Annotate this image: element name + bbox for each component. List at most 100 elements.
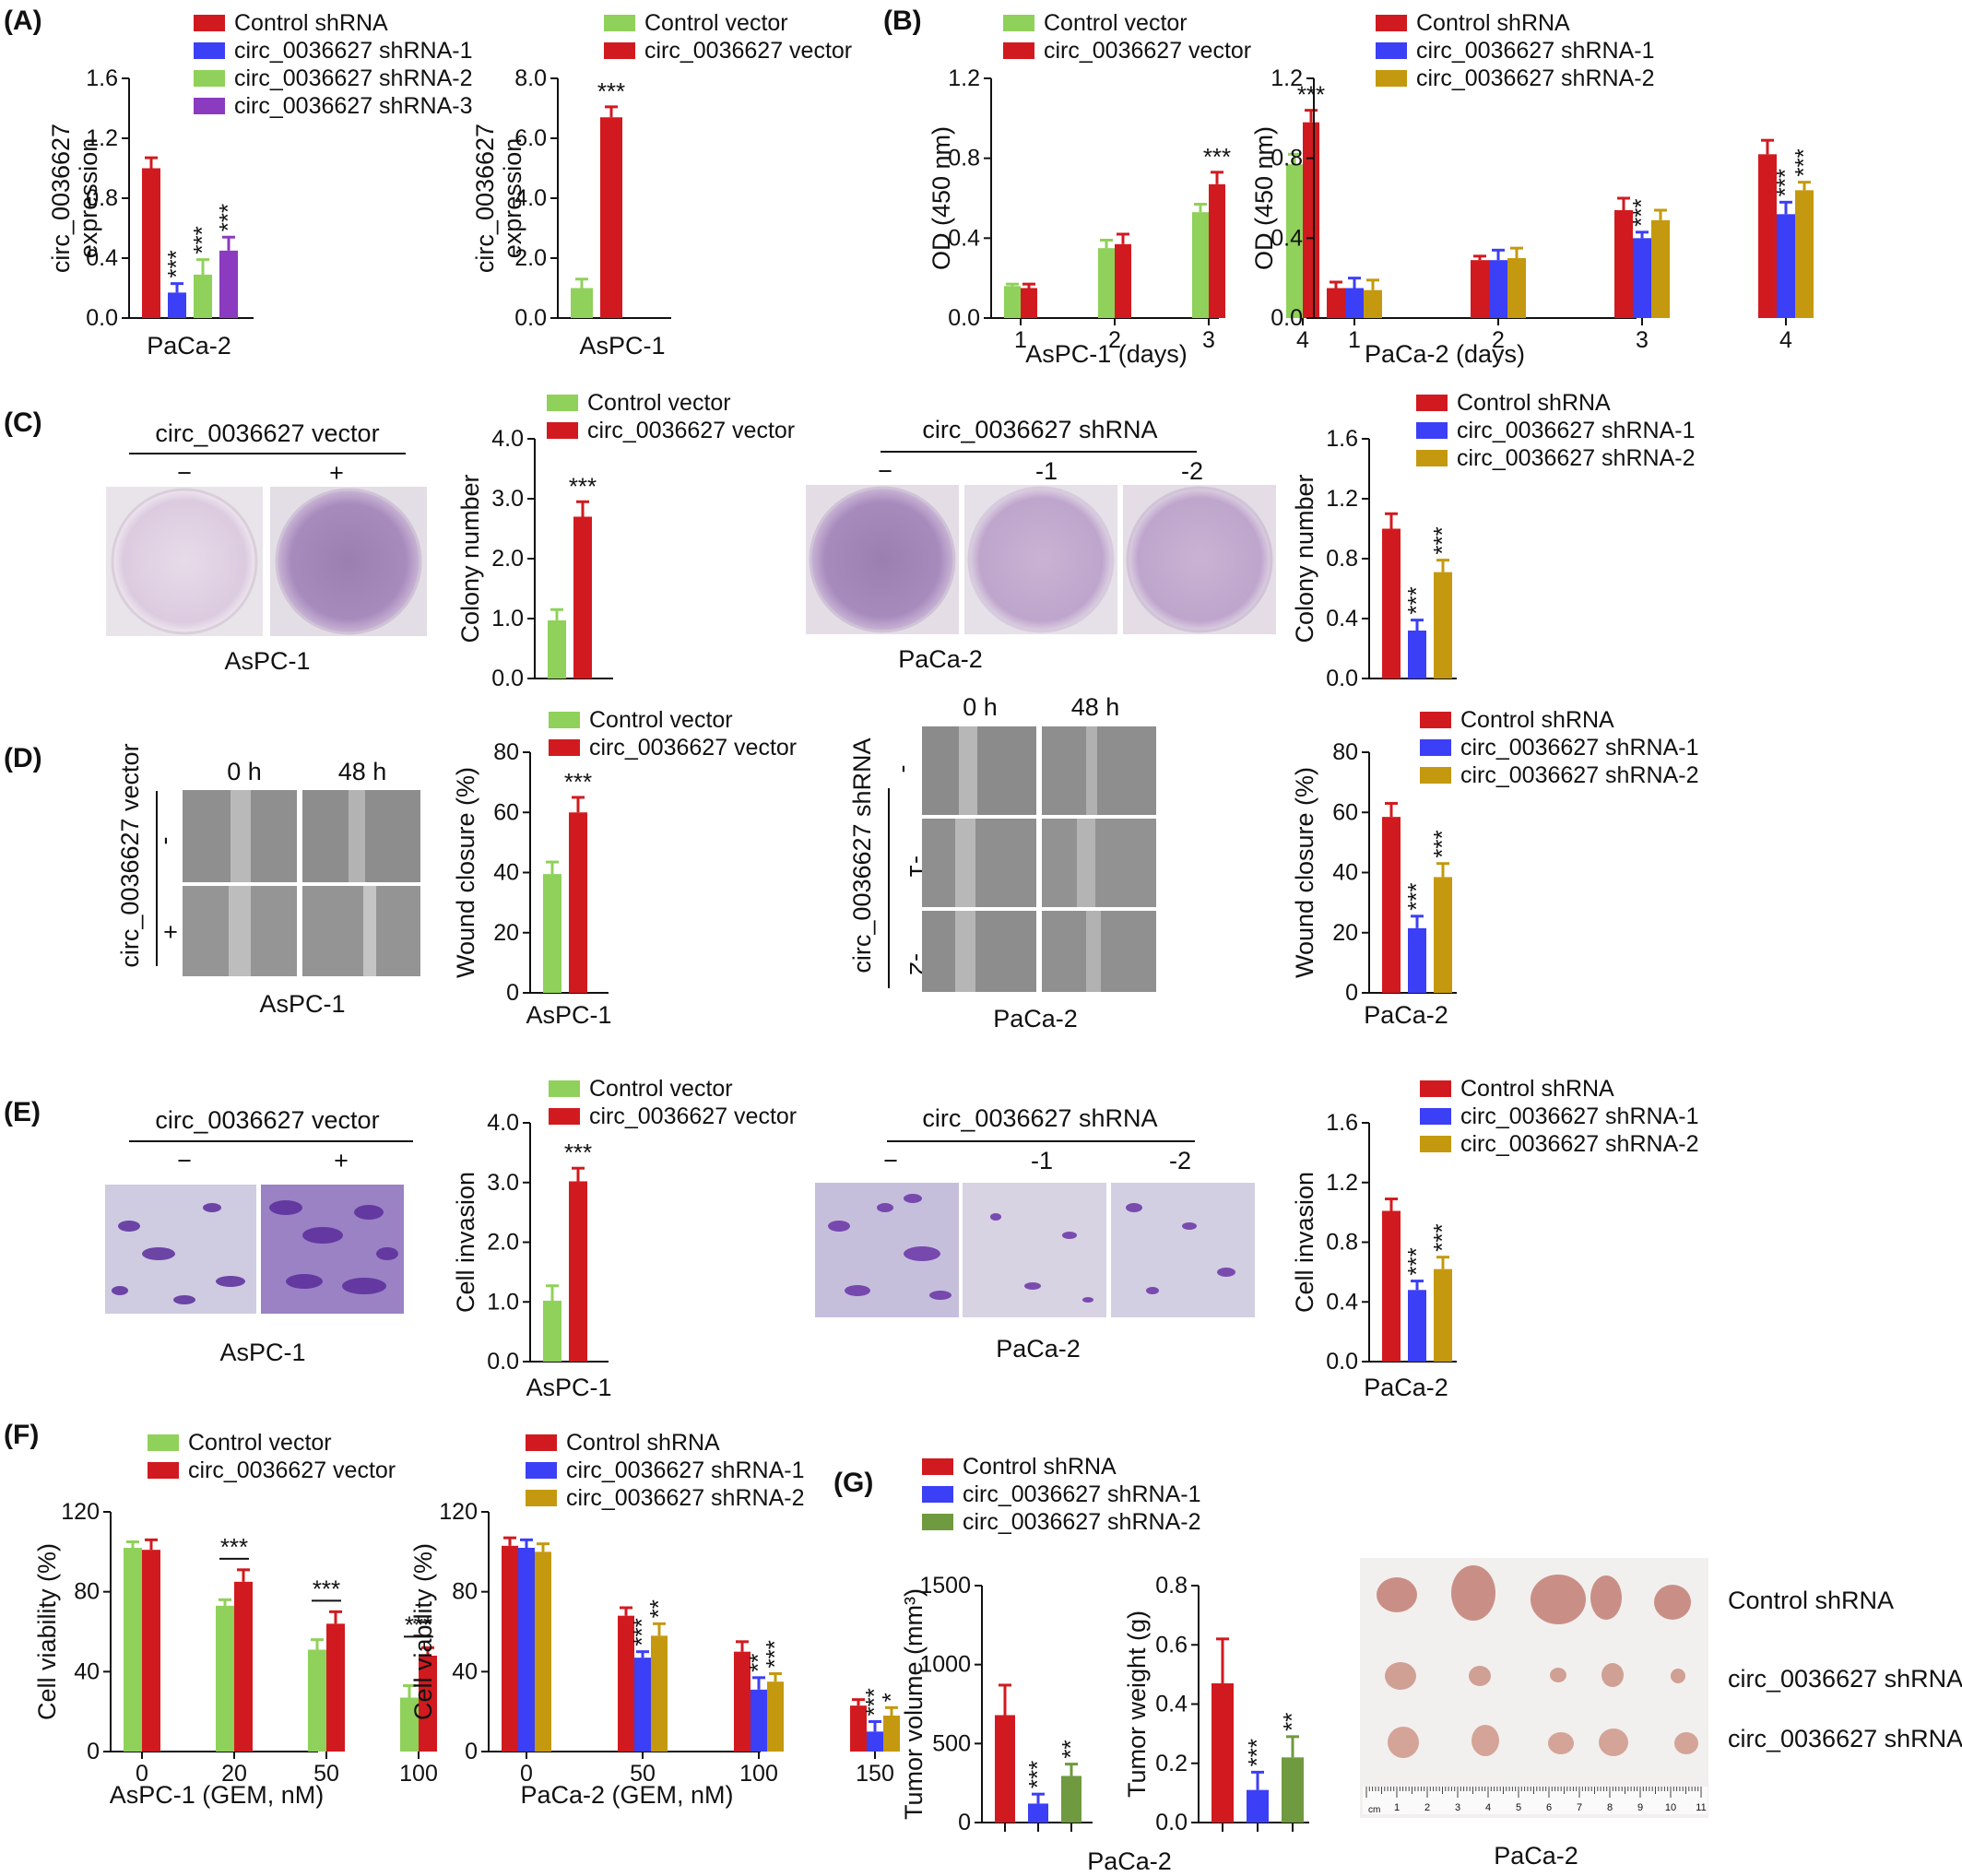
g2-bar [1282, 1757, 1304, 1823]
d2-ytick-label: 0 [1345, 980, 1358, 1006]
chart-a2: 0.0 2.0 4.0 6.0 8.0 circ_0036627 expression ***… [471, 10, 852, 360]
b1-xlabel: AsPC-1 (days) [1025, 340, 1188, 368]
f2-bar [883, 1716, 900, 1752]
colony-paca2-sign-1: -1 [1035, 457, 1058, 485]
g2-ylabel: Tumor weight (g) [1123, 1611, 1151, 1798]
c2-ytick-label: 0.8 [1326, 546, 1358, 572]
f2-ytick-label: 80 [452, 1579, 478, 1605]
invasion-paca2-sh1-field [963, 1183, 1106, 1317]
invasion-shrna-header: circ_0036627 shRNA [922, 1104, 1157, 1132]
b2-legend-label: Control shRNA [1416, 10, 1570, 36]
e1-ytick-label: 4.0 [487, 1110, 519, 1136]
g1-ylabel: Tumor volume (mm³) [900, 1588, 928, 1820]
ruler-number: 9 [1637, 1802, 1643, 1813]
g1-legend-swatch [922, 1486, 953, 1503]
e2-legend-swatch [1420, 1108, 1451, 1125]
b2-legend-swatch [1376, 42, 1407, 59]
b2-bar [1345, 288, 1364, 318]
b2-ytick-label: 0.8 [1271, 146, 1303, 171]
f2-xtick-label: 100 [739, 1761, 778, 1787]
invasion-aspc1-control-field [105, 1185, 256, 1314]
c1-legend-label: Control vector [587, 390, 731, 416]
d1-ytick-label: 80 [493, 739, 519, 765]
d1-bar [569, 812, 587, 993]
g1-legend-swatch [922, 1458, 953, 1475]
wound-paca2-control-48h-gap [1086, 726, 1097, 815]
a1-legend-swatch [194, 70, 225, 87]
a1-legend-label: circ_0036627 shRNA-3 [234, 93, 472, 119]
e1-ytick-label: 3.0 [487, 1170, 519, 1196]
d2-ytick-label: 60 [1332, 799, 1358, 825]
a2-legend-label: Control vector [644, 10, 788, 36]
f2-bar [518, 1548, 535, 1752]
wound-aspc1-time-0h: 0 h [227, 758, 262, 785]
e2-bar [1434, 1268, 1452, 1362]
wound-aspc1-caption: AsPC-1 [259, 990, 345, 1018]
f2-significance: ** [644, 1599, 672, 1618]
b1-legend-label: circ_0036627 vector [1044, 38, 1251, 64]
invasion-paca2-cells [828, 1194, 1235, 1303]
f1-xtick-label: 0 [136, 1761, 148, 1787]
chart-e2: 0.0 0.4 0.8 1.2 1.6 Cell invasion ****** PaCa-2… [1291, 1076, 1698, 1401]
f2-significance: * [877, 1693, 904, 1702]
tumor-label-control: Control shRNA [1728, 1587, 1894, 1614]
e1-bar [569, 1181, 587, 1362]
b1-xtick-label: 3 [1202, 327, 1215, 353]
b1-significance: *** [1203, 143, 1231, 171]
f2-ytick-label: 0 [465, 1739, 478, 1764]
d2-ylabel: Wound closure (%) [1291, 767, 1318, 978]
c1-legend-label: circ_0036627 vector [587, 418, 795, 443]
c1-bar [548, 619, 566, 678]
invasion-vector-header: circ_0036627 vector [155, 1106, 379, 1134]
c2-legend-swatch [1416, 422, 1448, 439]
d2-legend-swatch [1420, 712, 1451, 728]
colony-paca2-caption: PaCa-2 [898, 645, 983, 673]
b1-bar [1098, 248, 1115, 318]
wound-aspc1-control-0h-gap [230, 790, 251, 882]
a2-ytick-label: 4.0 [514, 185, 547, 211]
wound-paca2-time-0h: 0 h [963, 693, 998, 721]
d2-legend-swatch [1420, 739, 1451, 756]
b1-xtick-label: 2 [1108, 327, 1121, 353]
b2-legend-swatch [1376, 70, 1407, 87]
d2-legend-label: Control shRNA [1460, 707, 1614, 733]
g2-bar [1247, 1789, 1269, 1823]
wound-paca2-control-0h-gap [959, 726, 977, 815]
panel-label-e: (E) [4, 1097, 41, 1127]
b1-legend-swatch [1003, 15, 1034, 31]
a2-xlabel: AsPC-1 [579, 332, 665, 360]
g2-ytick-label: 0.2 [1155, 1751, 1188, 1776]
f1-bracket-significance: *** [313, 1575, 340, 1602]
panel-label-b: (B) [883, 6, 922, 36]
d2-significance: *** [1402, 882, 1430, 910]
b1-bar [1192, 212, 1209, 318]
d1-xlabel: AsPC-1 [526, 1001, 611, 1029]
c2-significance: *** [1428, 526, 1456, 554]
b2-legend-label: circ_0036627 shRNA-2 [1416, 65, 1654, 91]
wound-paca2-caption: PaCa-2 [993, 1005, 1078, 1032]
f1-bar [419, 1656, 437, 1752]
f1-ylabel: Cell viability (%) [33, 1543, 61, 1720]
f2-xtick-label: 50 [630, 1761, 656, 1787]
invasion-paca2-sign-1: -1 [1031, 1147, 1053, 1174]
panel-label-f: (F) [4, 1420, 39, 1450]
wound-paca2-control-0h [922, 726, 1036, 815]
b1-bar [1115, 243, 1131, 318]
b2-bar [1651, 219, 1670, 318]
f1-legend-swatch [148, 1462, 179, 1479]
f2-ytick-label: 40 [452, 1658, 478, 1684]
chart-d1: 0 20 40 60 80 Wound closure (%) *** AsPC-1 Contr… [452, 707, 797, 1029]
b2-bar [1489, 260, 1507, 318]
f2-bar [867, 1731, 883, 1752]
ruler-number: 6 [1546, 1802, 1552, 1813]
a1-significance: *** [162, 250, 190, 277]
ruler-number: 3 [1455, 1802, 1460, 1813]
a2-significance: *** [597, 77, 625, 105]
g1-ytick-label: 0 [958, 1810, 971, 1835]
g2-ytick-label: 0.8 [1155, 1573, 1188, 1599]
a1-legend-label: Control shRNA [234, 10, 388, 36]
c1-ytick-label: 1.0 [491, 606, 524, 631]
colony-aspc1-plate-control [111, 488, 258, 635]
b2-ytick-label: 0.0 [1271, 305, 1303, 331]
